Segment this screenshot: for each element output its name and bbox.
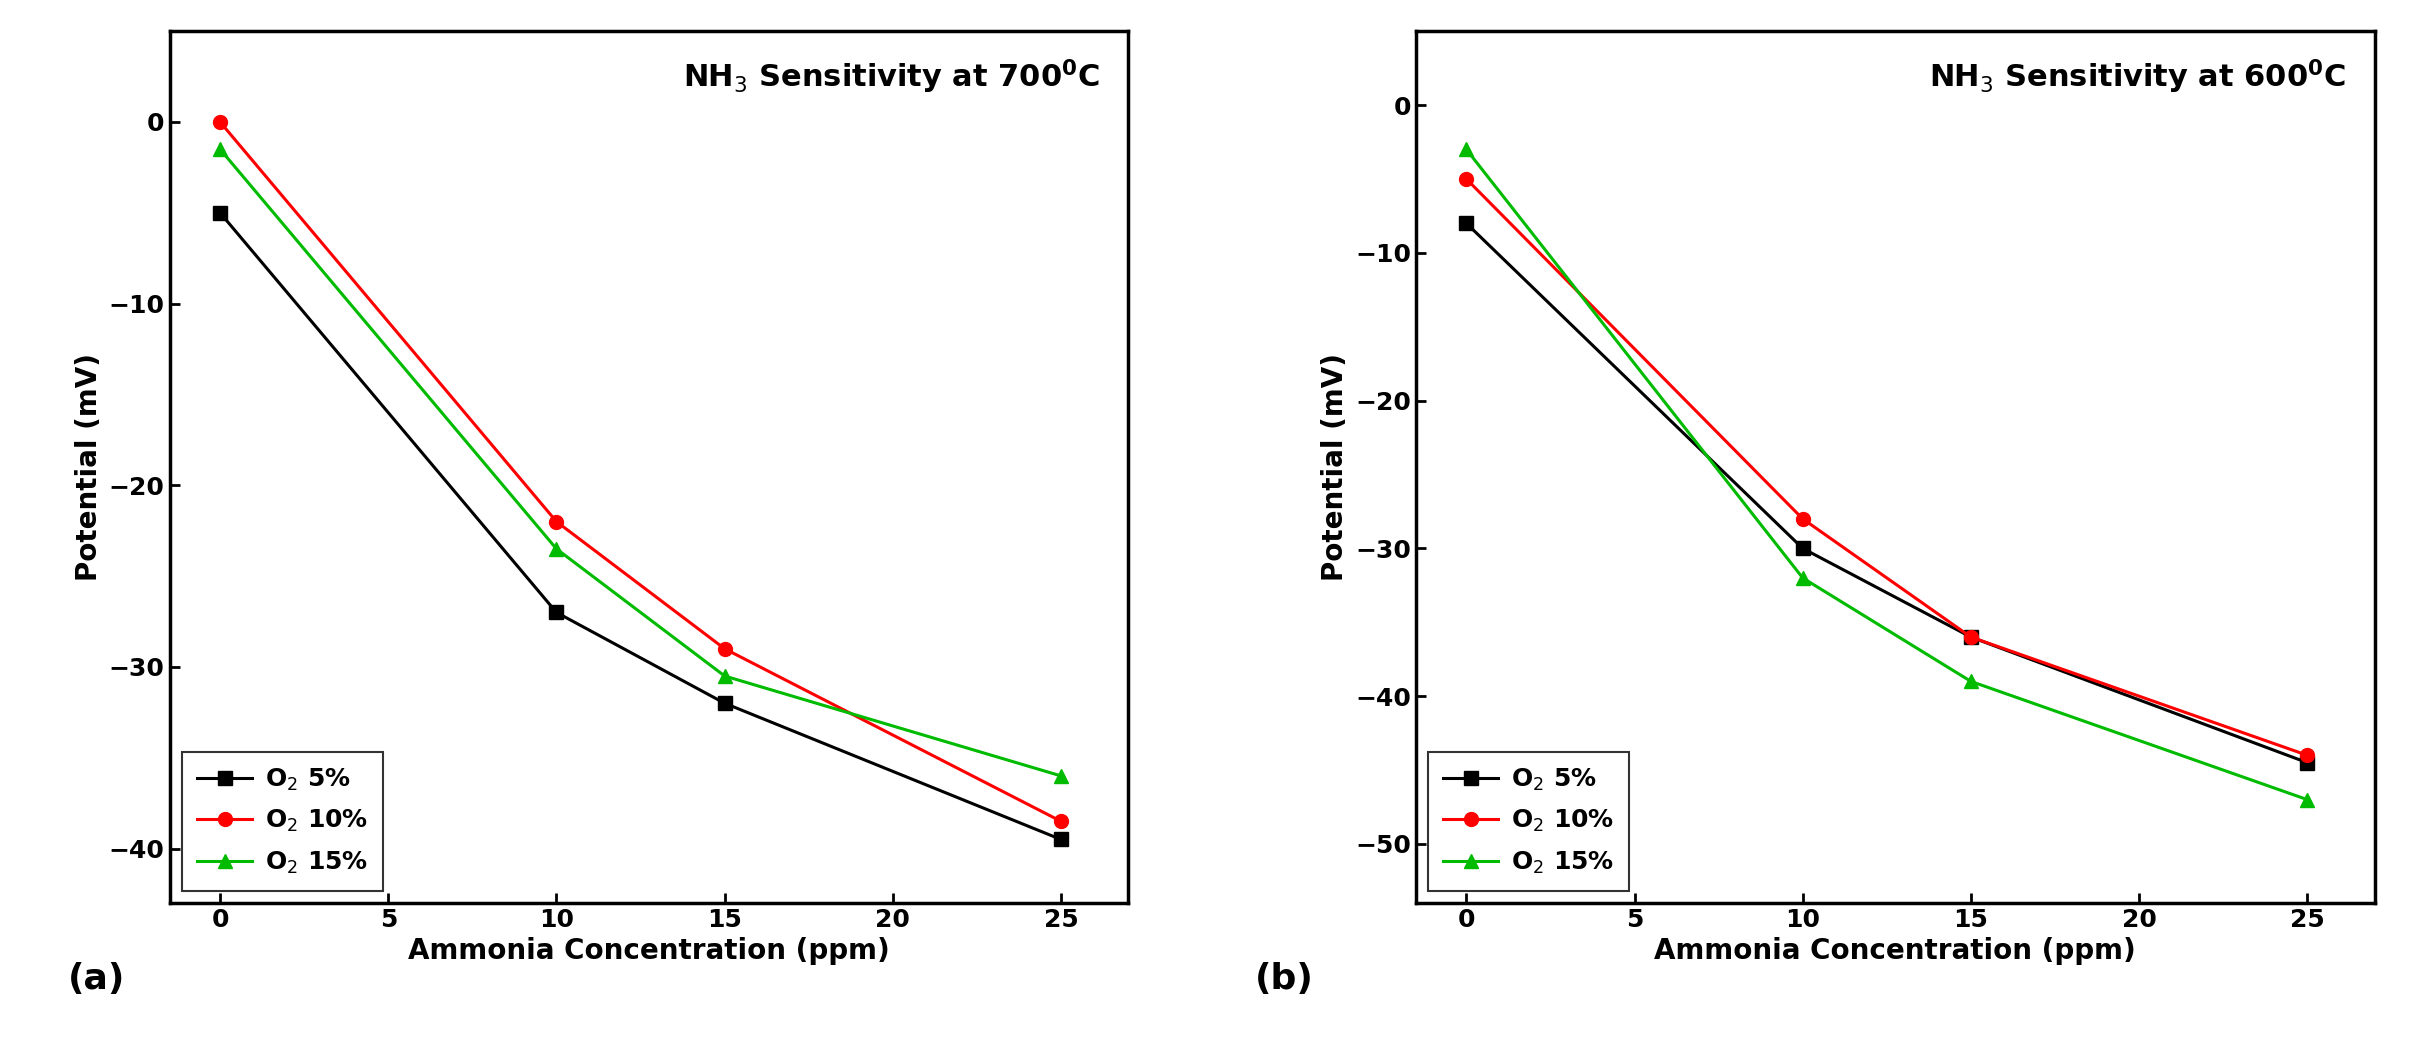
O$_2$ 10%	[1955, 631, 1984, 644]
O$_2$ 15%	[1451, 143, 1480, 156]
Line: O$_2$ 15%: O$_2$ 15%	[1459, 142, 2314, 807]
O$_2$ 10%	[1047, 815, 1076, 827]
X-axis label: Ammonia Concentration (ppm): Ammonia Concentration (ppm)	[1655, 937, 2137, 965]
O$_2$ 10%	[710, 643, 739, 655]
O$_2$ 10%	[1788, 513, 1817, 525]
O$_2$ 10%	[1451, 172, 1480, 185]
O$_2$ 5%	[1047, 834, 1076, 846]
O$_2$ 15%	[1955, 675, 1984, 687]
Legend: O$_2$ 5%, O$_2$ 10%, O$_2$ 15%: O$_2$ 5%, O$_2$ 10%, O$_2$ 15%	[182, 752, 383, 891]
Line: O$_2$ 10%: O$_2$ 10%	[213, 115, 1069, 828]
O$_2$ 5%	[1788, 542, 1817, 554]
O$_2$ 10%	[206, 115, 235, 128]
Text: (b): (b)	[1255, 962, 1313, 996]
Text: NH$_3$ Sensitivity at 700$^\mathregular{0}$C: NH$_3$ Sensitivity at 700$^\mathregular{…	[683, 57, 1100, 95]
O$_2$ 15%	[710, 670, 739, 682]
O$_2$ 15%	[543, 543, 572, 555]
O$_2$ 5%	[2292, 757, 2321, 769]
Line: O$_2$ 5%: O$_2$ 5%	[1459, 216, 2314, 769]
Legend: O$_2$ 5%, O$_2$ 10%, O$_2$ 15%: O$_2$ 5%, O$_2$ 10%, O$_2$ 15%	[1430, 752, 1628, 891]
O$_2$ 5%	[543, 606, 572, 619]
Line: O$_2$ 15%: O$_2$ 15%	[213, 142, 1069, 783]
O$_2$ 5%	[1451, 217, 1480, 229]
X-axis label: Ammonia Concentration (ppm): Ammonia Concentration (ppm)	[407, 937, 889, 965]
Line: O$_2$ 5%: O$_2$ 5%	[213, 206, 1069, 846]
O$_2$ 5%	[206, 207, 235, 219]
O$_2$ 5%	[710, 696, 739, 709]
O$_2$ 10%	[2292, 749, 2321, 762]
O$_2$ 5%	[1955, 631, 1984, 644]
O$_2$ 15%	[2292, 793, 2321, 805]
Line: O$_2$ 10%: O$_2$ 10%	[1459, 172, 2314, 762]
Text: NH$_3$ Sensitivity at 600$^\mathregular{0}$C: NH$_3$ Sensitivity at 600$^\mathregular{…	[1929, 57, 2345, 95]
O$_2$ 15%	[1047, 769, 1076, 782]
Y-axis label: Potential (mV): Potential (mV)	[1321, 353, 1350, 581]
O$_2$ 15%	[206, 143, 235, 156]
Text: (a): (a)	[68, 962, 126, 996]
O$_2$ 15%	[1788, 572, 1817, 584]
O$_2$ 10%	[543, 515, 572, 527]
Y-axis label: Potential (mV): Potential (mV)	[75, 353, 104, 581]
